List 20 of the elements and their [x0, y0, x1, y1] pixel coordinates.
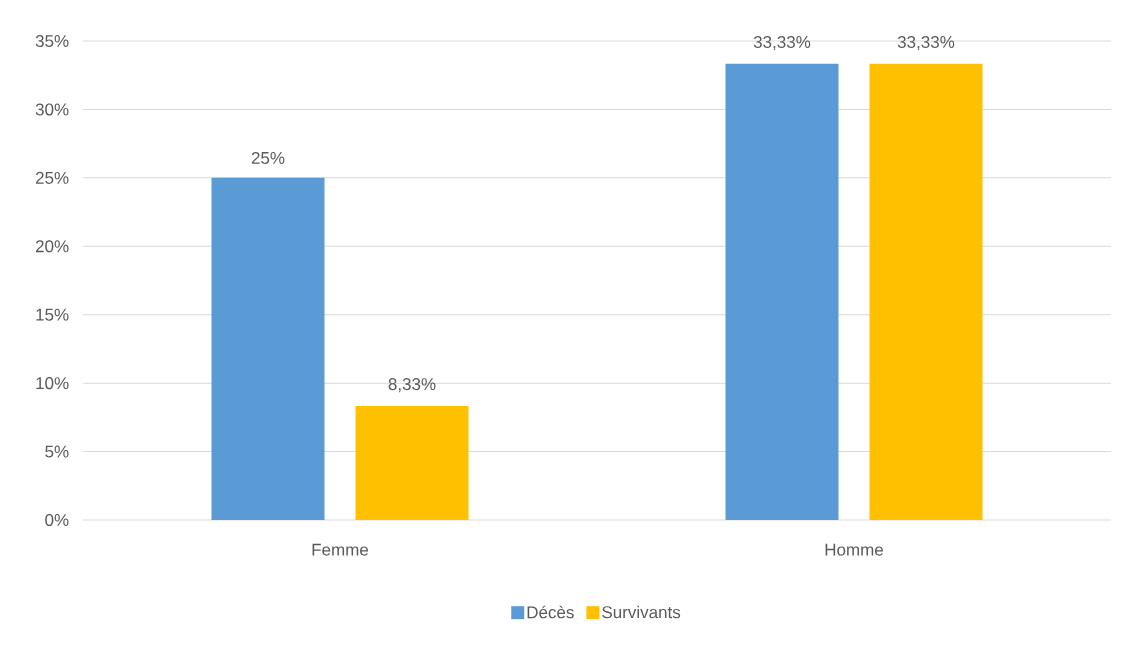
- y-tick-label: 30%: [35, 103, 69, 116]
- x-tick-label: Femme: [312, 543, 369, 556]
- y-tick-label: 0%: [45, 513, 69, 527]
- y-tick-label: 25%: [35, 171, 69, 184]
- data-label: 25%: [251, 151, 285, 164]
- data-label: 33,33%: [897, 35, 955, 50]
- data-label: 8,33%: [388, 378, 436, 393]
- legend-label: Décès: [527, 605, 574, 619]
- y-tick-label: 35%: [35, 34, 69, 48]
- x-tick-label: Homme: [825, 543, 883, 556]
- y-tick-label: 5%: [45, 445, 69, 458]
- y-tick-label: 15%: [36, 308, 69, 321]
- bar: [725, 63, 839, 520]
- bar: [869, 63, 983, 520]
- bar: [211, 177, 325, 520]
- y-tick-label: 10%: [36, 377, 69, 390]
- data-label: 33,33%: [753, 35, 811, 50]
- y-tick-label: 20%: [35, 240, 69, 253]
- bar: [355, 406, 469, 520]
- legend-label: Survivants: [602, 605, 681, 619]
